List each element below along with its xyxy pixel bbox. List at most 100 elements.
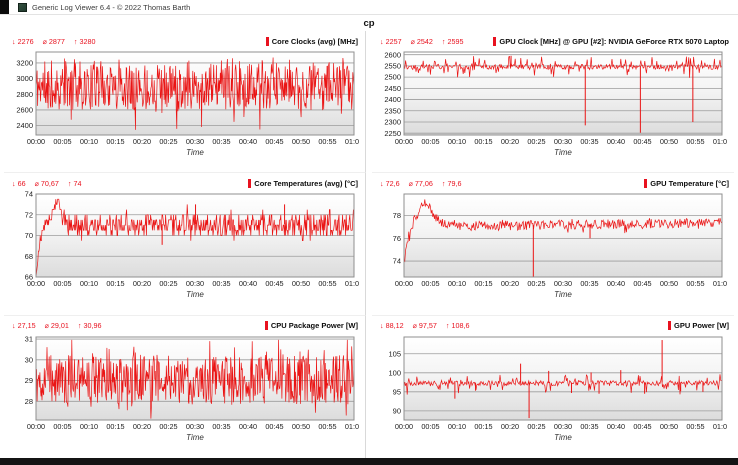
svg-text:00:35: 00:35 bbox=[212, 137, 230, 146]
chart-title: Core Clocks (avg) [MHz] bbox=[271, 36, 358, 46]
svg-text:00:20: 00:20 bbox=[501, 279, 519, 288]
y-axis-labels: 90 95 100 105 bbox=[388, 349, 401, 415]
x-axis-labels: 00:00 00:05 00:10 00:15 00:20 00:25 00:30 00:35… bbox=[27, 422, 359, 431]
svg-text:00:55: 00:55 bbox=[318, 137, 336, 146]
y-axis-labels: 74 76 78 bbox=[393, 212, 401, 266]
series-line bbox=[35, 199, 354, 278]
svg-text:72: 72 bbox=[25, 211, 33, 220]
title-bar: Generic Log Viewer 6.4 - © 2022 Thomas B… bbox=[0, 0, 738, 15]
svg-text:00:00: 00:00 bbox=[27, 137, 45, 146]
x-axis-title: Time bbox=[186, 290, 204, 299]
svg-text:2800: 2800 bbox=[16, 90, 33, 99]
svg-text:00:45: 00:45 bbox=[265, 137, 283, 146]
chart-panel: ↓ 88,12 ⌀ 97,57 ↑ 108,6 GPU Power [W] 90… bbox=[372, 316, 734, 458]
series-color-marker bbox=[493, 36, 497, 46]
chart-legend: GPU Clock [MHz] @ GPU [#2]: NVIDIA GeFor… bbox=[493, 36, 729, 46]
svg-text:00:05: 00:05 bbox=[421, 137, 439, 146]
svg-text:00:20: 00:20 bbox=[501, 422, 519, 431]
svg-text:00:05: 00:05 bbox=[421, 422, 439, 431]
stat-avg: ⌀ 97,57 bbox=[412, 321, 437, 331]
chart-legend: GPU Temperature [°C] bbox=[644, 178, 729, 188]
svg-text:00:40: 00:40 bbox=[239, 422, 257, 431]
svg-text:00:20: 00:20 bbox=[133, 137, 151, 146]
svg-text:00:00: 00:00 bbox=[27, 422, 45, 431]
svg-text:00:50: 00:50 bbox=[660, 279, 678, 288]
x-axis-labels: 00:00 00:05 00:10 00:15 00:20 00:25 00:30 00:35… bbox=[27, 279, 359, 288]
stat-avg: ⌀ 29,01 bbox=[44, 321, 69, 331]
bottom-black-bar bbox=[0, 458, 738, 465]
svg-text:00:25: 00:25 bbox=[159, 422, 177, 431]
svg-text:2400: 2400 bbox=[384, 95, 401, 104]
svg-text:00:15: 00:15 bbox=[106, 422, 124, 431]
svg-text:00:45: 00:45 bbox=[265, 422, 283, 431]
svg-text:00:20: 00:20 bbox=[501, 137, 519, 146]
svg-text:2350: 2350 bbox=[384, 106, 401, 115]
svg-text:00:40: 00:40 bbox=[239, 137, 257, 146]
svg-text:00:35: 00:35 bbox=[212, 279, 230, 288]
chart-stats: ↓ 66 ⌀ 70,67 ↑ 74 bbox=[12, 179, 82, 188]
x-axis-labels: 00:00 00:05 00:10 00:15 00:20 00:25 00:30 00:35… bbox=[27, 137, 359, 146]
chart-stats: ↓ 88,12 ⌀ 97,57 ↑ 108,6 bbox=[380, 321, 469, 330]
svg-text:00:05: 00:05 bbox=[421, 279, 439, 288]
stat-max: ↑ 30,96 bbox=[77, 321, 102, 331]
stat-avg: ⌀ 2542 bbox=[410, 36, 433, 46]
chart-header: ↓ 66 ⌀ 70,67 ↑ 74 Core Temperatures (avg… bbox=[6, 175, 361, 190]
chart-legend: CPU Package Power [W] bbox=[264, 321, 358, 331]
grid-lines bbox=[404, 215, 722, 262]
stat-min: ↓ 66 bbox=[12, 178, 26, 188]
svg-text:00:55: 00:55 bbox=[318, 279, 336, 288]
svg-text:3000: 3000 bbox=[16, 74, 33, 83]
svg-text:00:05: 00:05 bbox=[53, 137, 71, 146]
stat-min: ↓ 88,12 bbox=[380, 321, 404, 331]
chart-header: ↓ 2276 ⌀ 2877 ↑ 3280 Core Clocks (avg) [… bbox=[6, 33, 361, 48]
stat-avg: ⌀ 2877 bbox=[42, 36, 65, 46]
svg-text:2450: 2450 bbox=[384, 84, 401, 93]
svg-text:00:10: 00:10 bbox=[448, 279, 466, 288]
svg-text:00:30: 00:30 bbox=[186, 137, 204, 146]
svg-text:31: 31 bbox=[25, 334, 33, 343]
svg-text:01:00: 01:00 bbox=[713, 279, 727, 288]
series-color-marker bbox=[265, 36, 269, 46]
stat-max: ↑ 79,6 bbox=[441, 178, 462, 188]
svg-text:00:50: 00:50 bbox=[292, 422, 310, 431]
svg-text:00:45: 00:45 bbox=[633, 279, 651, 288]
svg-text:00:05: 00:05 bbox=[53, 422, 71, 431]
svg-text:00:45: 00:45 bbox=[633, 137, 651, 146]
svg-text:00:55: 00:55 bbox=[686, 279, 704, 288]
svg-text:30: 30 bbox=[25, 355, 33, 364]
svg-text:00:15: 00:15 bbox=[106, 137, 124, 146]
svg-text:00:25: 00:25 bbox=[159, 279, 177, 288]
x-axis-labels: 00:00 00:05 00:10 00:15 00:20 00:25 00:30 00:35… bbox=[395, 279, 727, 288]
svg-text:00:10: 00:10 bbox=[80, 279, 98, 288]
x-axis-labels: 00:00 00:05 00:10 00:15 00:20 00:25 00:30 00:35… bbox=[395, 137, 727, 146]
screen-corner-artifact bbox=[0, 0, 9, 14]
svg-text:00:15: 00:15 bbox=[474, 137, 492, 146]
x-axis-title: Time bbox=[186, 148, 204, 157]
svg-text:00:25: 00:25 bbox=[527, 422, 545, 431]
svg-text:105: 105 bbox=[388, 349, 401, 358]
svg-text:2400: 2400 bbox=[16, 121, 33, 130]
svg-text:2500: 2500 bbox=[384, 73, 401, 82]
series-color-marker bbox=[667, 321, 671, 331]
svg-text:01:00: 01:00 bbox=[345, 422, 359, 431]
svg-text:00:25: 00:25 bbox=[527, 137, 545, 146]
chart-panel: ↓ 2257 ⌀ 2542 ↑ 2595 GPU Clock [MHz] @ G… bbox=[372, 31, 734, 174]
chart-title: GPU Power [W] bbox=[673, 321, 729, 331]
svg-text:00:40: 00:40 bbox=[607, 137, 625, 146]
chart-plot: 74 76 78 00:00 00:05 00:10 00:15 00:20 00:25 00:3… bbox=[393, 193, 727, 299]
chart-panel: ↓ 66 ⌀ 70,67 ↑ 74 Core Temperatures (avg… bbox=[4, 173, 366, 316]
svg-text:00:10: 00:10 bbox=[80, 422, 98, 431]
chart-stats: ↓ 72,6 ⌀ 77,06 ↑ 79,6 bbox=[380, 179, 462, 188]
series-color-marker bbox=[248, 178, 252, 188]
series-line bbox=[35, 339, 355, 419]
y-axis-labels: 66 68 70 72 74 bbox=[25, 191, 33, 282]
chart-header: ↓ 88,12 ⌀ 97,57 ↑ 108,6 GPU Power [W] bbox=[374, 318, 732, 333]
svg-text:76: 76 bbox=[393, 234, 401, 243]
svg-text:3200: 3200 bbox=[16, 59, 33, 68]
chart-panel: ↓ 27,15 ⌀ 29,01 ↑ 30,96 CPU Package Powe… bbox=[4, 315, 366, 458]
svg-text:2250: 2250 bbox=[384, 129, 401, 138]
chart-legend: Core Clocks (avg) [MHz] bbox=[265, 36, 358, 46]
chart-header: ↓ 2257 ⌀ 2542 ↑ 2595 GPU Clock [MHz] @ G… bbox=[374, 33, 732, 48]
svg-text:2300: 2300 bbox=[384, 118, 401, 127]
